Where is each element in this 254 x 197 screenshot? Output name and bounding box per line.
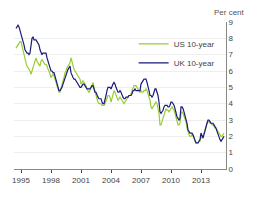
svg-text:2001: 2001: [72, 176, 90, 185]
svg-text:US 10-year: US 10-year: [174, 40, 215, 49]
svg-text:6: 6: [229, 67, 234, 76]
svg-text:1995: 1995: [12, 176, 30, 185]
svg-text:9: 9: [229, 18, 234, 27]
svg-text:7: 7: [229, 50, 234, 59]
svg-text:2007: 2007: [132, 176, 150, 185]
svg-text:5: 5: [229, 83, 234, 92]
svg-text:Per cent: Per cent: [214, 8, 245, 17]
svg-text:8: 8: [229, 34, 234, 43]
svg-text:1: 1: [229, 148, 234, 157]
svg-text:2010: 2010: [162, 176, 180, 185]
svg-text:0: 0: [229, 165, 234, 174]
svg-text:UK 10-year: UK 10-year: [174, 59, 215, 68]
svg-text:1998: 1998: [42, 176, 60, 185]
svg-text:2013: 2013: [192, 176, 210, 185]
svg-text:3: 3: [229, 116, 234, 125]
svg-text:2: 2: [229, 132, 234, 141]
svg-text:2004: 2004: [102, 176, 120, 185]
svg-text:4: 4: [229, 99, 234, 108]
